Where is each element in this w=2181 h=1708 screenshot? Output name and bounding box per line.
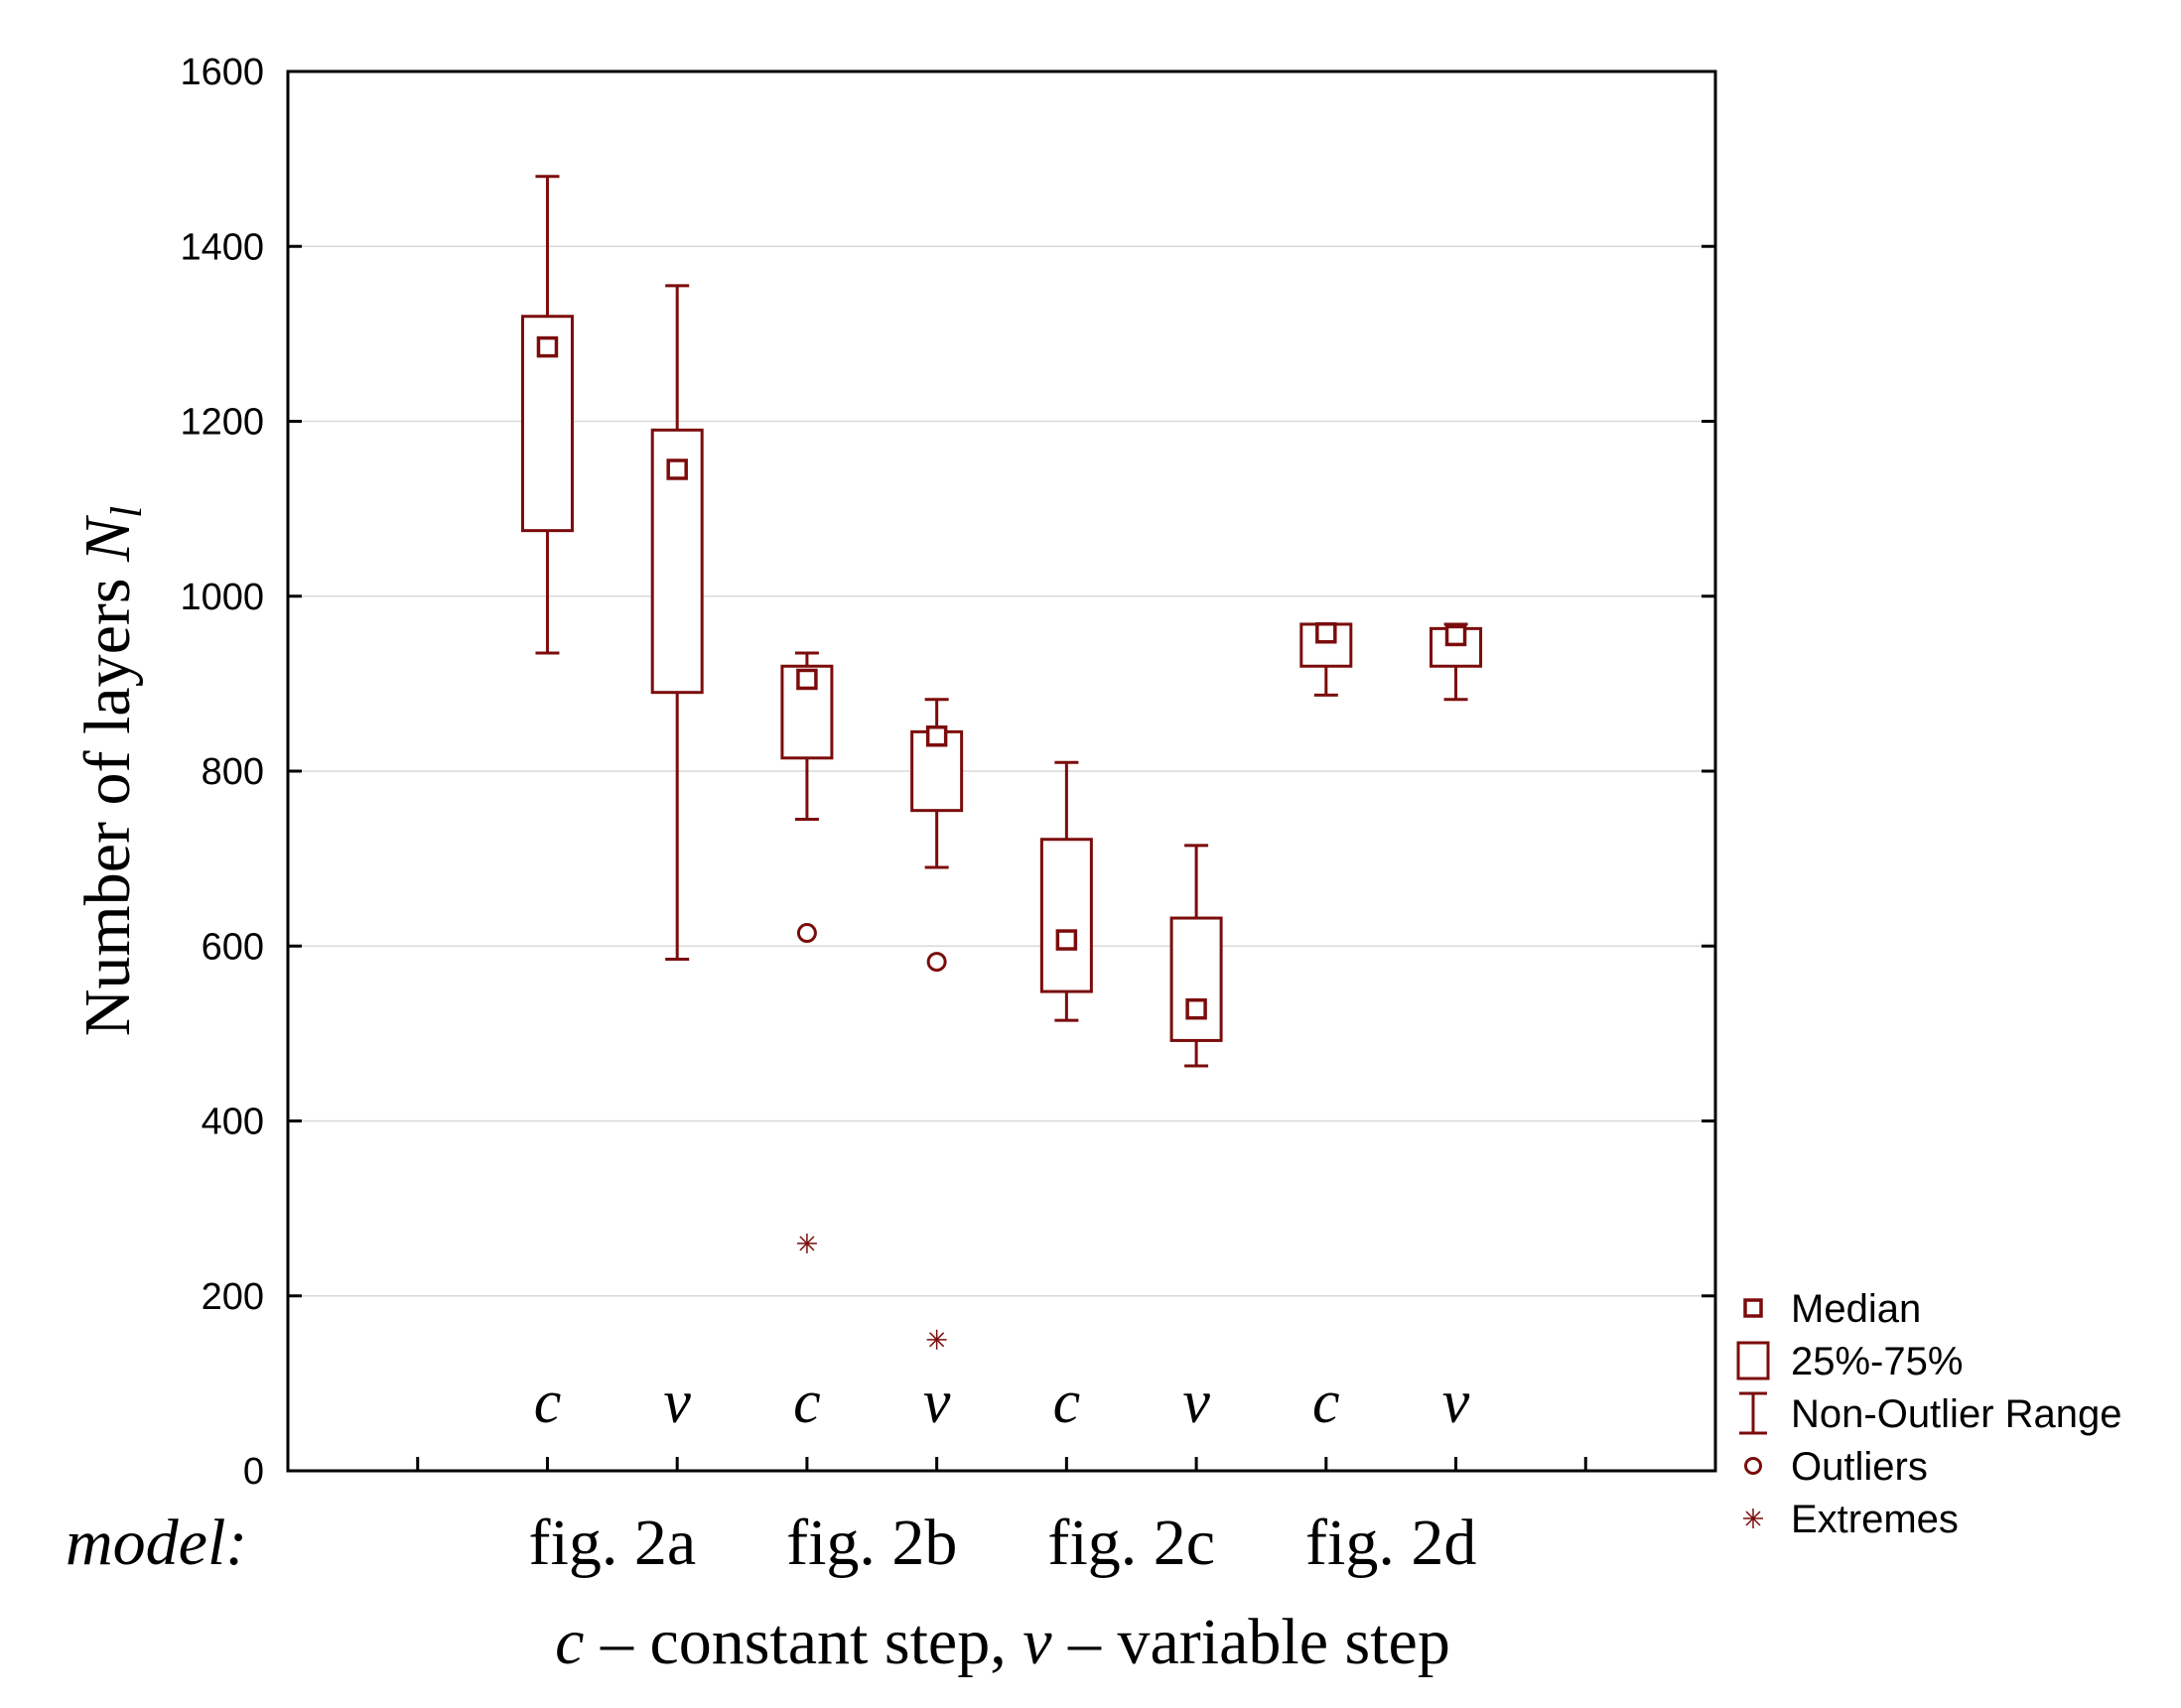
group-label: fig. 2d bbox=[1305, 1507, 1476, 1579]
step-label: v bbox=[663, 1369, 691, 1436]
legend-extreme-icon bbox=[1743, 1509, 1763, 1528]
footnote-c-text: – constant step, bbox=[584, 1606, 1022, 1678]
y-tick-label: 1200 bbox=[180, 402, 264, 444]
legend-item: Median bbox=[1743, 1287, 1921, 1331]
median-marker bbox=[536, 335, 559, 358]
y-axis-title: Number of layers Nl bbox=[71, 506, 151, 1037]
box-7: v bbox=[1430, 622, 1483, 1436]
step-label: v bbox=[1182, 1369, 1210, 1436]
step-label: v bbox=[923, 1369, 951, 1436]
box-2: c bbox=[780, 651, 834, 1436]
footnote-v: v bbox=[1022, 1606, 1052, 1678]
outlier-point bbox=[796, 923, 817, 944]
median-marker bbox=[1444, 624, 1467, 647]
y-tick-label: 400 bbox=[202, 1102, 264, 1143]
y-tick-label: 1000 bbox=[180, 577, 264, 618]
box-5: v bbox=[1169, 844, 1223, 1436]
legend-item: Extremes bbox=[1743, 1498, 1959, 1541]
y-tick-label: 1400 bbox=[180, 226, 264, 268]
step-label: c bbox=[534, 1369, 562, 1436]
iqr-box bbox=[1169, 916, 1223, 1042]
group-labels: fig. 2a fig. 2b fig. 2c fig. 2d bbox=[529, 1507, 1477, 1579]
group-label: fig. 2c bbox=[1047, 1507, 1215, 1579]
y-tick-label: 800 bbox=[202, 751, 264, 793]
legend-label: Non-Outlier Range bbox=[1791, 1392, 2122, 1436]
box-4: c bbox=[1039, 760, 1093, 1436]
group-label: fig. 2b bbox=[786, 1507, 957, 1579]
y-tick-label: 0 bbox=[243, 1451, 264, 1493]
median-marker bbox=[1315, 622, 1337, 644]
extreme-stroke bbox=[929, 1332, 945, 1348]
legend-outlier-icon bbox=[1744, 1457, 1762, 1475]
iqr-box bbox=[1039, 838, 1093, 993]
median-marker bbox=[925, 725, 948, 747]
y-axis-subscript: l bbox=[102, 506, 151, 518]
legend-box-icon bbox=[1736, 1341, 1770, 1380]
legend-item: Outliers bbox=[1744, 1445, 1928, 1489]
legend-label: Outliers bbox=[1791, 1445, 1928, 1489]
footnote-v-text: – variable step bbox=[1052, 1606, 1450, 1678]
grid-lines bbox=[288, 245, 1715, 1297]
box-3: v bbox=[910, 698, 964, 1436]
extreme-point bbox=[926, 1329, 947, 1350]
model-label: model: bbox=[66, 1507, 247, 1579]
box-1: v bbox=[650, 284, 704, 1436]
legend-label: 25%-75% bbox=[1791, 1340, 1963, 1383]
box-0: c bbox=[520, 175, 574, 1436]
step-label: c bbox=[1312, 1369, 1340, 1436]
legend: Median 25%-75% Non-Outlier Range Outliers Ex… bbox=[1736, 1287, 2122, 1541]
y-axis-label: Number of layers bbox=[71, 578, 144, 1036]
y-axis-symbol: N bbox=[71, 514, 144, 563]
extreme-stroke bbox=[799, 1236, 815, 1251]
axis-ticks: 0 200 400 600 800 1000 1200 1400 1600 bbox=[180, 52, 1715, 1493]
median-marker bbox=[666, 459, 688, 480]
legend-item: Non-Outlier Range bbox=[1739, 1391, 2122, 1436]
y-tick-label: 600 bbox=[202, 926, 264, 968]
y-tick-label: 200 bbox=[202, 1276, 264, 1318]
extreme-stroke bbox=[1745, 1511, 1761, 1526]
footnote: c – constant step, v – variable step bbox=[555, 1606, 1450, 1678]
step-label: v bbox=[1442, 1369, 1470, 1436]
y-tick-label: 1600 bbox=[180, 52, 264, 93]
box-6: c bbox=[1299, 622, 1353, 1436]
legend-median-icon bbox=[1743, 1298, 1763, 1318]
legend-label: Median bbox=[1791, 1287, 1921, 1331]
median-marker bbox=[796, 668, 818, 691]
extreme-point bbox=[796, 1233, 817, 1253]
step-label: c bbox=[793, 1369, 821, 1436]
footnote-c: c bbox=[555, 1606, 584, 1678]
step-label: c bbox=[1053, 1369, 1081, 1436]
legend-label: Extremes bbox=[1791, 1498, 1959, 1541]
group-label: fig. 2a bbox=[529, 1507, 697, 1579]
legend-item: 25%-75% bbox=[1736, 1340, 1963, 1383]
outlier-point bbox=[926, 952, 947, 973]
median-marker bbox=[1055, 929, 1078, 951]
median-marker bbox=[1185, 997, 1207, 1020]
